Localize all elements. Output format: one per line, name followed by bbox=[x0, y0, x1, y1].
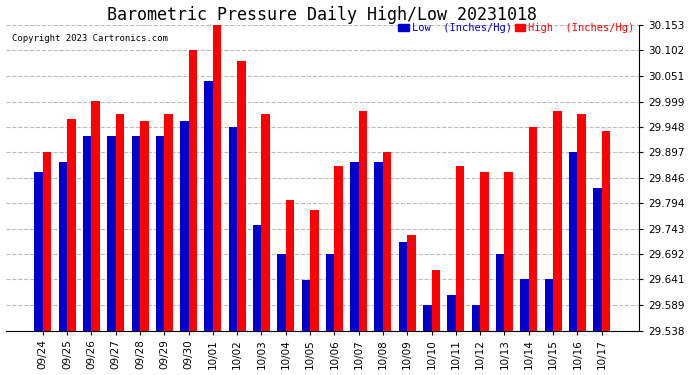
Bar bbox=[204, 81, 213, 330]
Bar bbox=[359, 111, 367, 330]
Bar bbox=[480, 172, 489, 330]
Bar bbox=[350, 162, 359, 330]
Bar bbox=[310, 210, 319, 330]
Bar bbox=[286, 200, 295, 330]
Bar bbox=[277, 254, 286, 330]
Bar bbox=[569, 152, 578, 330]
Bar bbox=[593, 188, 602, 330]
Bar bbox=[156, 136, 164, 330]
Legend: Low  (Inches/Hg), High  (Inches/Hg): Low (Inches/Hg), High (Inches/Hg) bbox=[394, 19, 639, 38]
Bar bbox=[302, 280, 310, 330]
Bar bbox=[447, 295, 456, 330]
Bar bbox=[228, 127, 237, 330]
Bar bbox=[92, 101, 100, 330]
Bar bbox=[602, 131, 610, 330]
Bar bbox=[472, 305, 480, 330]
Bar bbox=[107, 136, 116, 330]
Text: Copyright 2023 Cartronics.com: Copyright 2023 Cartronics.com bbox=[12, 34, 168, 43]
Bar bbox=[326, 254, 335, 330]
Title: Barometric Pressure Daily High/Low 20231018: Barometric Pressure Daily High/Low 20231… bbox=[107, 6, 538, 24]
Bar bbox=[423, 305, 431, 330]
Bar bbox=[553, 111, 562, 330]
Bar bbox=[529, 127, 538, 330]
Bar bbox=[335, 166, 343, 330]
Bar bbox=[213, 25, 221, 330]
Bar bbox=[262, 114, 270, 330]
Bar bbox=[431, 270, 440, 330]
Bar bbox=[83, 136, 92, 330]
Bar bbox=[43, 152, 51, 330]
Bar bbox=[34, 172, 43, 330]
Bar bbox=[180, 121, 188, 330]
Bar bbox=[140, 121, 148, 330]
Bar bbox=[407, 235, 416, 330]
Bar bbox=[578, 114, 586, 330]
Bar bbox=[164, 114, 172, 330]
Bar bbox=[399, 242, 407, 330]
Bar bbox=[188, 51, 197, 330]
Bar bbox=[456, 166, 464, 330]
Bar bbox=[375, 162, 383, 330]
Bar bbox=[132, 136, 140, 330]
Bar bbox=[504, 172, 513, 330]
Bar bbox=[496, 254, 504, 330]
Bar bbox=[383, 152, 391, 330]
Bar bbox=[237, 62, 246, 330]
Bar bbox=[116, 114, 124, 330]
Bar bbox=[520, 279, 529, 330]
Bar bbox=[67, 120, 76, 330]
Bar bbox=[253, 225, 262, 330]
Bar bbox=[59, 162, 67, 330]
Bar bbox=[544, 279, 553, 330]
